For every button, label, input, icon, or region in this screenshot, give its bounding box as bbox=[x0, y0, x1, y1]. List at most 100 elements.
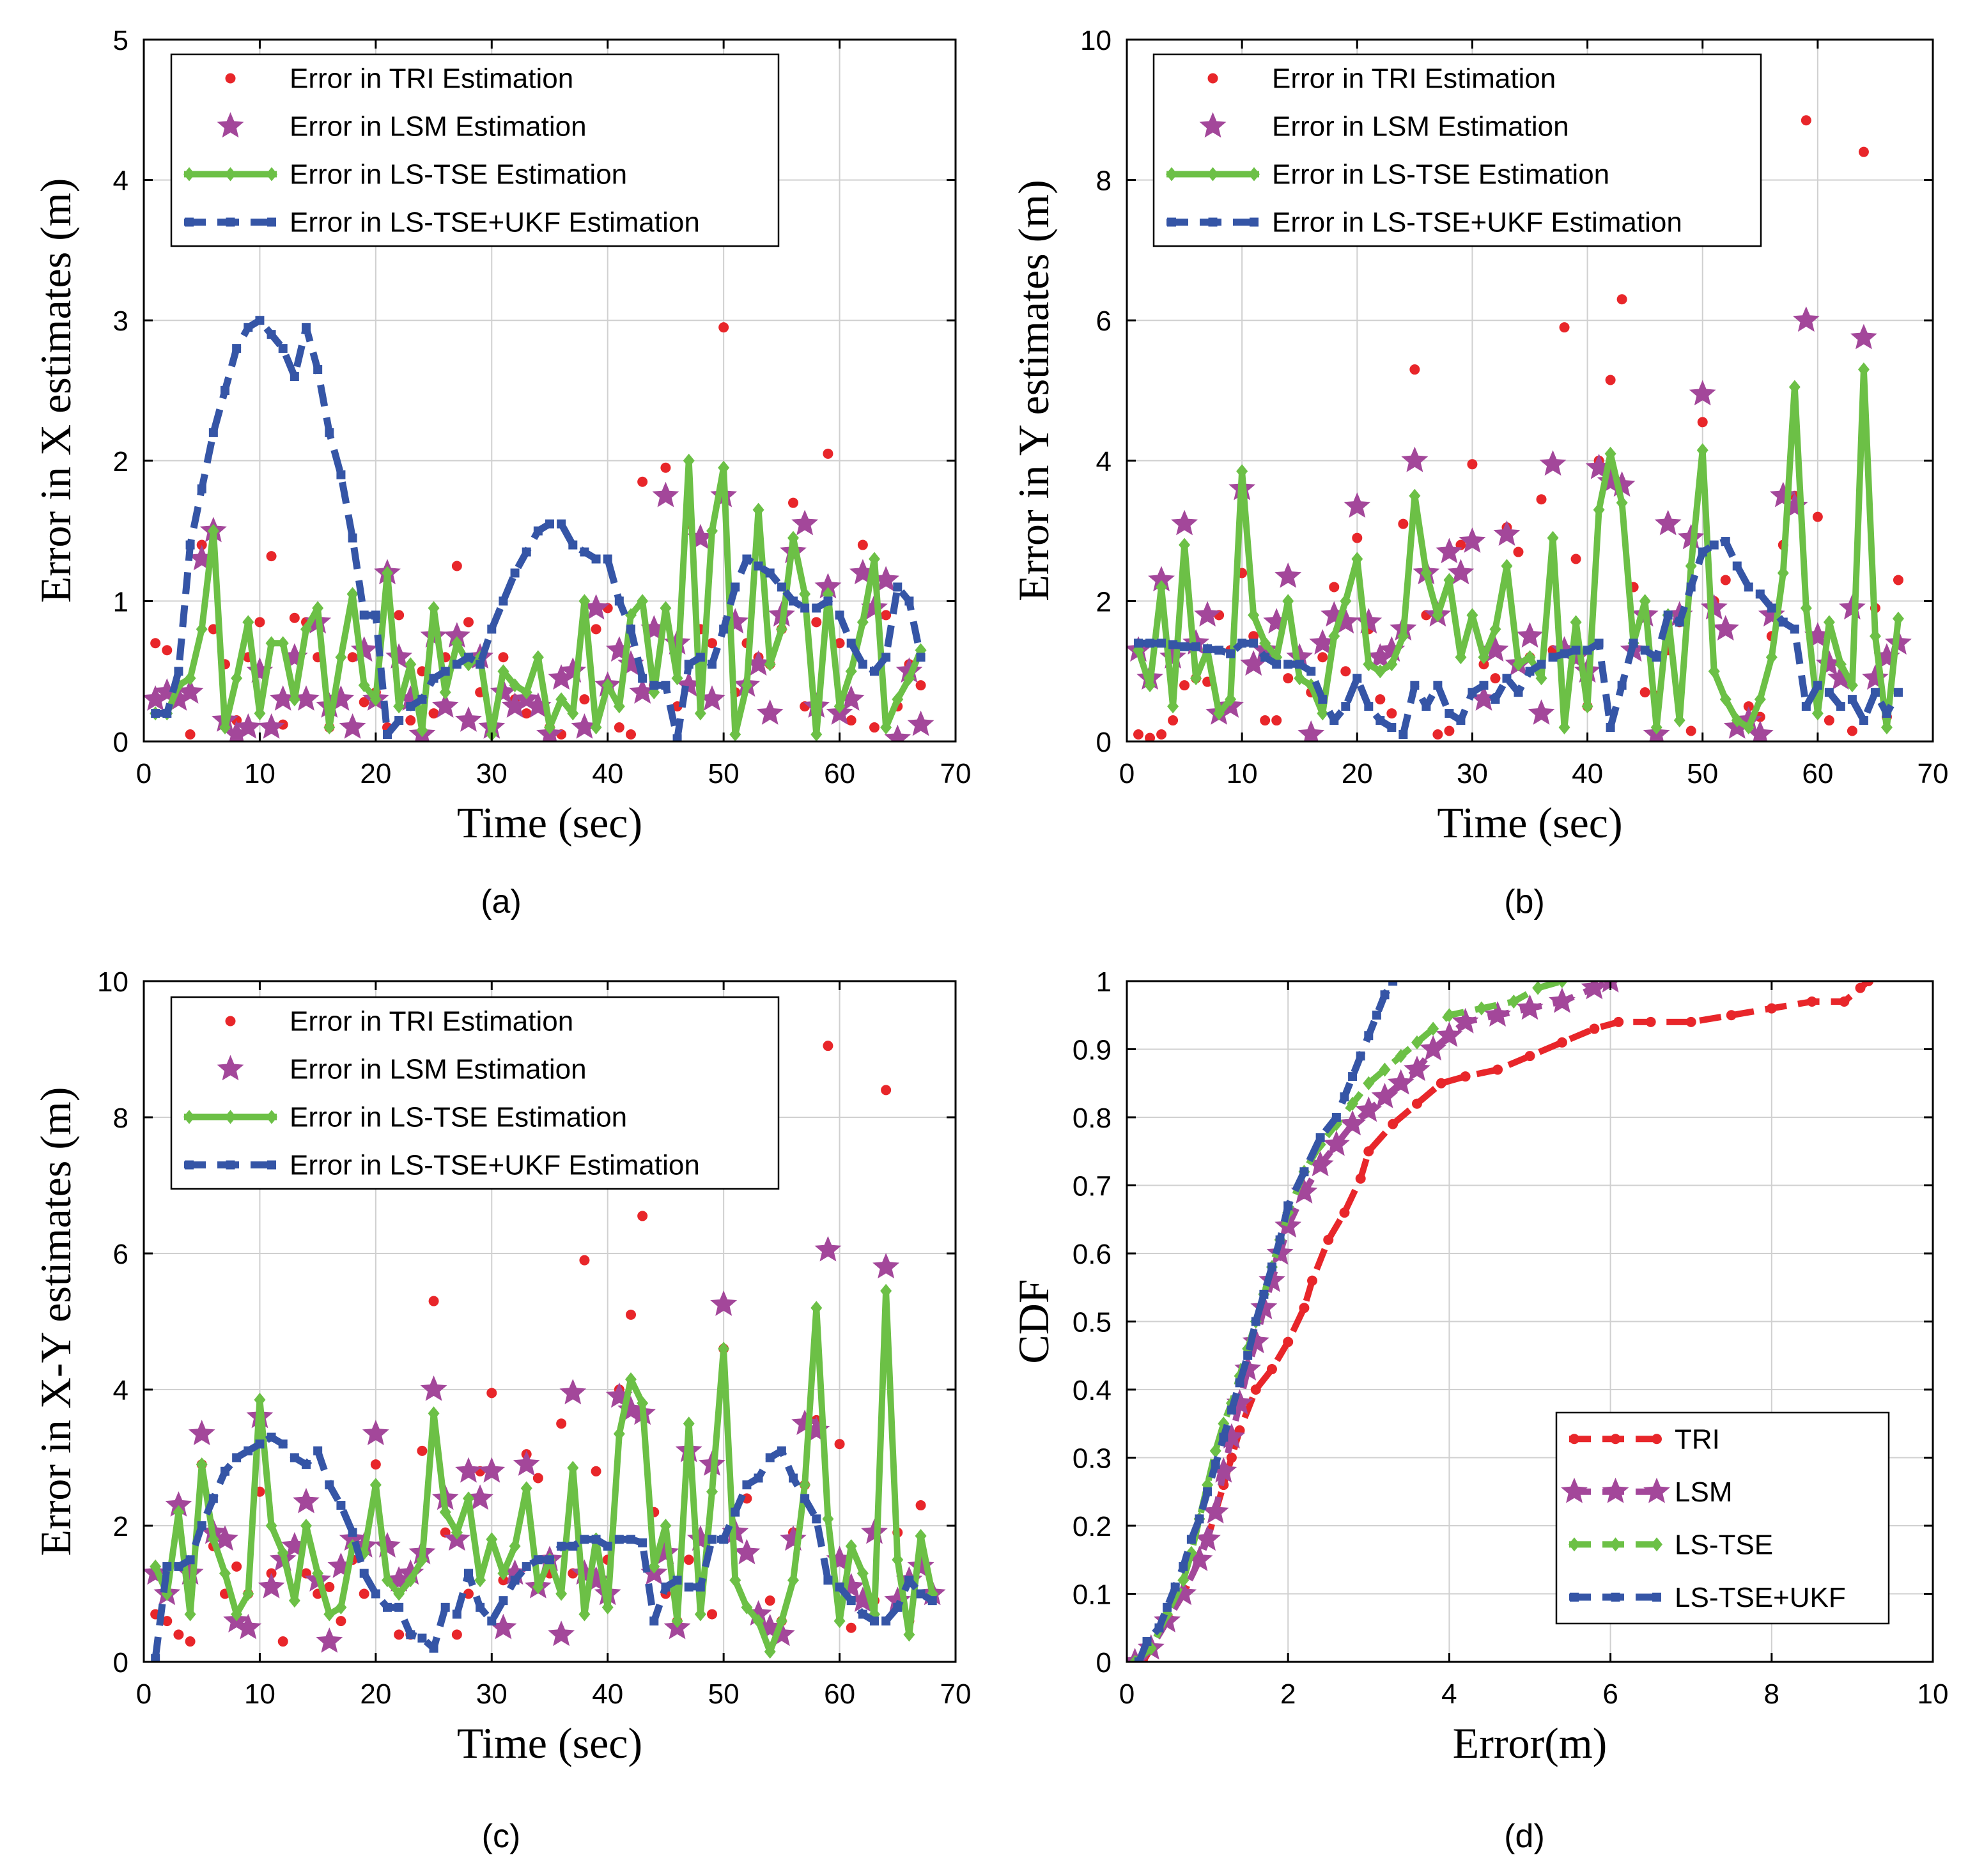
data-point bbox=[1732, 561, 1742, 571]
legend-label: Error in LS-TSE Estimation bbox=[1272, 159, 1609, 190]
data-point bbox=[255, 316, 265, 325]
data-point bbox=[288, 692, 300, 707]
data-point bbox=[417, 1445, 428, 1456]
data-point bbox=[197, 1521, 206, 1530]
data-point bbox=[1827, 664, 1854, 690]
data-point bbox=[834, 638, 845, 649]
data-point bbox=[741, 678, 753, 693]
data-point bbox=[1696, 443, 1708, 458]
data-point bbox=[1847, 725, 1857, 736]
data-point bbox=[1686, 582, 1696, 592]
legend-c: Error in TRI Estimation Error in LSM Esti… bbox=[170, 996, 780, 1190]
data-point bbox=[823, 1576, 833, 1585]
data-point bbox=[787, 531, 799, 545]
caption-a: (a) bbox=[481, 883, 522, 920]
data-point bbox=[1514, 688, 1523, 697]
data-point bbox=[1248, 608, 1260, 623]
data-point bbox=[719, 624, 729, 634]
data-point bbox=[1654, 509, 1682, 536]
data-point bbox=[1294, 671, 1306, 686]
data-point bbox=[637, 476, 648, 487]
data-point bbox=[1154, 1623, 1164, 1632]
data-point bbox=[799, 1478, 811, 1492]
legend-swatch-marker bbox=[1561, 1477, 1588, 1503]
data-point bbox=[1374, 664, 1386, 679]
data-point bbox=[1788, 380, 1801, 394]
data-point bbox=[1482, 636, 1509, 662]
data-point bbox=[1194, 1525, 1221, 1551]
data-point bbox=[497, 664, 509, 679]
legend-swatch-marker bbox=[183, 167, 195, 182]
y-tick-label: 6 bbox=[1096, 306, 1112, 337]
legend-swatch-marker bbox=[1166, 167, 1177, 182]
legend-swatch-marker bbox=[185, 217, 194, 227]
data-point bbox=[1639, 687, 1650, 698]
data-point bbox=[339, 713, 366, 739]
data-point bbox=[532, 650, 544, 665]
data-point bbox=[837, 685, 865, 711]
data-point bbox=[1470, 685, 1498, 711]
data-point bbox=[671, 671, 683, 686]
data-point bbox=[1271, 715, 1282, 726]
data-point bbox=[1387, 1069, 1414, 1095]
data-point bbox=[498, 652, 509, 663]
y-tick-label: 4 bbox=[113, 1375, 128, 1406]
data-point bbox=[383, 1602, 392, 1612]
data-point bbox=[1765, 650, 1778, 665]
data-point bbox=[791, 509, 819, 536]
data-point bbox=[1179, 538, 1191, 552]
data-point bbox=[1266, 1364, 1277, 1375]
data-point bbox=[165, 1491, 192, 1517]
data-point bbox=[150, 638, 161, 649]
data-point bbox=[858, 1609, 867, 1619]
panel-c: (c) 0 10 20 30 40 50 60 70 0 2 4 6 8 10 Time (sec) Erro… bbox=[31, 966, 971, 1855]
legend-swatch-marker bbox=[1602, 1477, 1629, 1503]
data-point bbox=[1307, 1275, 1318, 1286]
data-point bbox=[223, 720, 251, 741]
data-point bbox=[277, 636, 289, 651]
x-tick-label: 40 bbox=[592, 1678, 623, 1710]
data-point bbox=[814, 573, 842, 599]
data-point bbox=[1163, 1602, 1172, 1612]
data-point bbox=[1282, 594, 1294, 609]
data-point bbox=[269, 685, 297, 711]
data-point bbox=[1570, 554, 1581, 564]
data-point bbox=[603, 554, 612, 564]
data-point bbox=[718, 322, 729, 333]
data-point bbox=[490, 1613, 517, 1640]
data-point bbox=[417, 1633, 427, 1643]
data-point bbox=[463, 1588, 474, 1599]
data-point bbox=[846, 1596, 856, 1606]
data-point bbox=[533, 526, 543, 536]
data-point bbox=[1608, 471, 1636, 497]
data-point bbox=[1305, 678, 1317, 693]
data-point bbox=[1323, 1234, 1334, 1245]
data-point bbox=[1348, 1072, 1358, 1081]
data-point bbox=[207, 523, 219, 538]
x-axis-label: Time (sec) bbox=[1437, 798, 1622, 847]
data-point bbox=[1834, 657, 1847, 672]
data-point bbox=[1800, 601, 1812, 616]
data-point bbox=[1388, 1119, 1399, 1129]
y-tick-label: 0 bbox=[113, 727, 128, 758]
y-tick-label: 0 bbox=[1096, 727, 1112, 758]
data-point bbox=[1593, 502, 1605, 517]
data-point bbox=[1824, 715, 1834, 726]
legend-swatch-marker bbox=[217, 1055, 244, 1081]
data-point bbox=[476, 1602, 485, 1612]
data-point bbox=[1436, 1021, 1463, 1047]
data-point bbox=[684, 1582, 693, 1592]
data-point bbox=[557, 1541, 566, 1551]
data-point bbox=[219, 1566, 231, 1581]
data-point bbox=[417, 695, 427, 704]
data-point bbox=[405, 715, 416, 726]
data-point bbox=[1689, 380, 1716, 406]
axes-box-b bbox=[1126, 38, 1934, 743]
data-point bbox=[196, 622, 208, 637]
data-point bbox=[254, 617, 265, 628]
data-point bbox=[881, 610, 892, 621]
data-point bbox=[1203, 1487, 1213, 1496]
data-point bbox=[1290, 1178, 1318, 1204]
data-point bbox=[1133, 729, 1144, 740]
data-point bbox=[1445, 709, 1454, 718]
